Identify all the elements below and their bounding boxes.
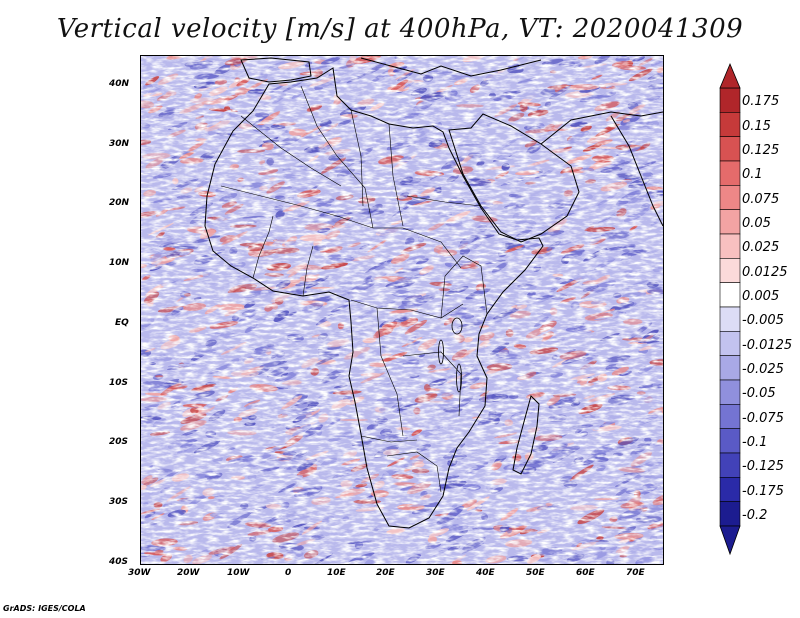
europe-coast [360,57,542,77]
lon-label-10e: 10E [327,568,346,578]
colorbar-label: 0.125 [742,142,780,158]
colorbar-swatch [719,501,741,527]
colorbar-top-arrow [719,62,741,89]
africa-coastline [204,67,544,529]
madagascar-coastline [512,395,540,475]
colorbar-label: -0.2 [742,507,768,523]
lat-label-30s: 30S [109,497,129,507]
lat-label-10n: 10N [109,258,130,268]
vertical-velocity-map [140,55,664,565]
colorbar-label: 0.15 [742,118,771,134]
lon-label-30e: 30E [426,568,445,578]
colorbar-swatch [719,258,741,283]
colorbar-label: 0.0125 [742,264,788,280]
colorbar-swatch [719,379,741,405]
iberia-coastline [240,57,312,83]
colorbar-swatch [719,112,741,137]
colorbar-swatch [719,331,741,356]
country-borders [220,85,488,493]
colorbar-bottom-arrow [719,525,741,556]
colorbar-swatch [719,282,741,308]
colorbar-swatch [719,404,741,429]
arabia-coastline [448,113,580,243]
colorbar-swatches [719,87,741,527]
lat-label-20n: 20N [109,198,130,208]
colorbar-swatch [719,160,741,186]
colorbar-label: -0.125 [742,459,784,475]
colorbar-label: 0.1 [742,167,763,183]
footer-credit: GrADS: IGES/COLA [3,604,86,613]
middle-east-coast [540,111,663,145]
colorbar-label: 0.075 [742,191,780,207]
colorbar-swatch [719,477,741,502]
colorbar-swatch [719,185,741,210]
colorbar-swatch [719,136,741,162]
lat-label-20s: 20S [109,437,129,447]
colorbar-label: -0.005 [742,313,784,329]
colorbar-swatch [719,233,741,259]
lon-label-70e: 70E [626,568,645,578]
colorbar-label: -0.05 [742,386,776,402]
lon-label-60e: 60E [576,568,595,578]
colorbar-label: 0.025 [742,240,780,256]
lon-label-20e: 20E [376,568,395,578]
lakes [438,317,463,393]
india-coastline [610,115,663,227]
colorbar [719,62,741,556]
chart-title: Vertical velocity [m/s] at 400hPa, VT: 2… [56,14,744,44]
lat-label-40s: 40S [109,557,129,567]
map-svg [141,56,663,564]
lon-label-20w: 20W [177,568,200,578]
colorbar-swatch [719,209,741,235]
lon-label-30w: 30W [128,568,151,578]
colorbar-label: 0.175 [742,94,780,110]
lon-label-40e: 40E [476,568,495,578]
lat-label-30n: 30N [109,139,130,149]
colorbar-label: -0.175 [742,483,784,499]
lon-label-0: 0 [285,568,292,578]
colorbar-swatch [719,306,741,332]
lon-label-50e: 50E [526,568,545,578]
colorbar-label: -0.075 [742,410,784,426]
colorbar-swatch [719,355,741,381]
colorbar-label: -0.025 [742,361,784,377]
lat-label-10s: 10S [109,378,129,388]
colorbar-swatch [719,428,741,454]
colorbar-swatch [719,87,741,113]
colorbar-label: 0.005 [742,288,780,304]
colorbar-swatch [719,452,741,478]
colorbar-label: 0.05 [742,215,771,231]
coastlines [204,57,663,529]
lat-label-40n: 40N [109,79,130,89]
colorbar-label: -0.1 [742,434,768,450]
lon-label-10w: 10W [227,568,250,578]
colorbar-label: -0.0125 [742,337,793,353]
lat-label-eq: EQ [115,318,129,328]
speckle-texture [141,56,663,564]
